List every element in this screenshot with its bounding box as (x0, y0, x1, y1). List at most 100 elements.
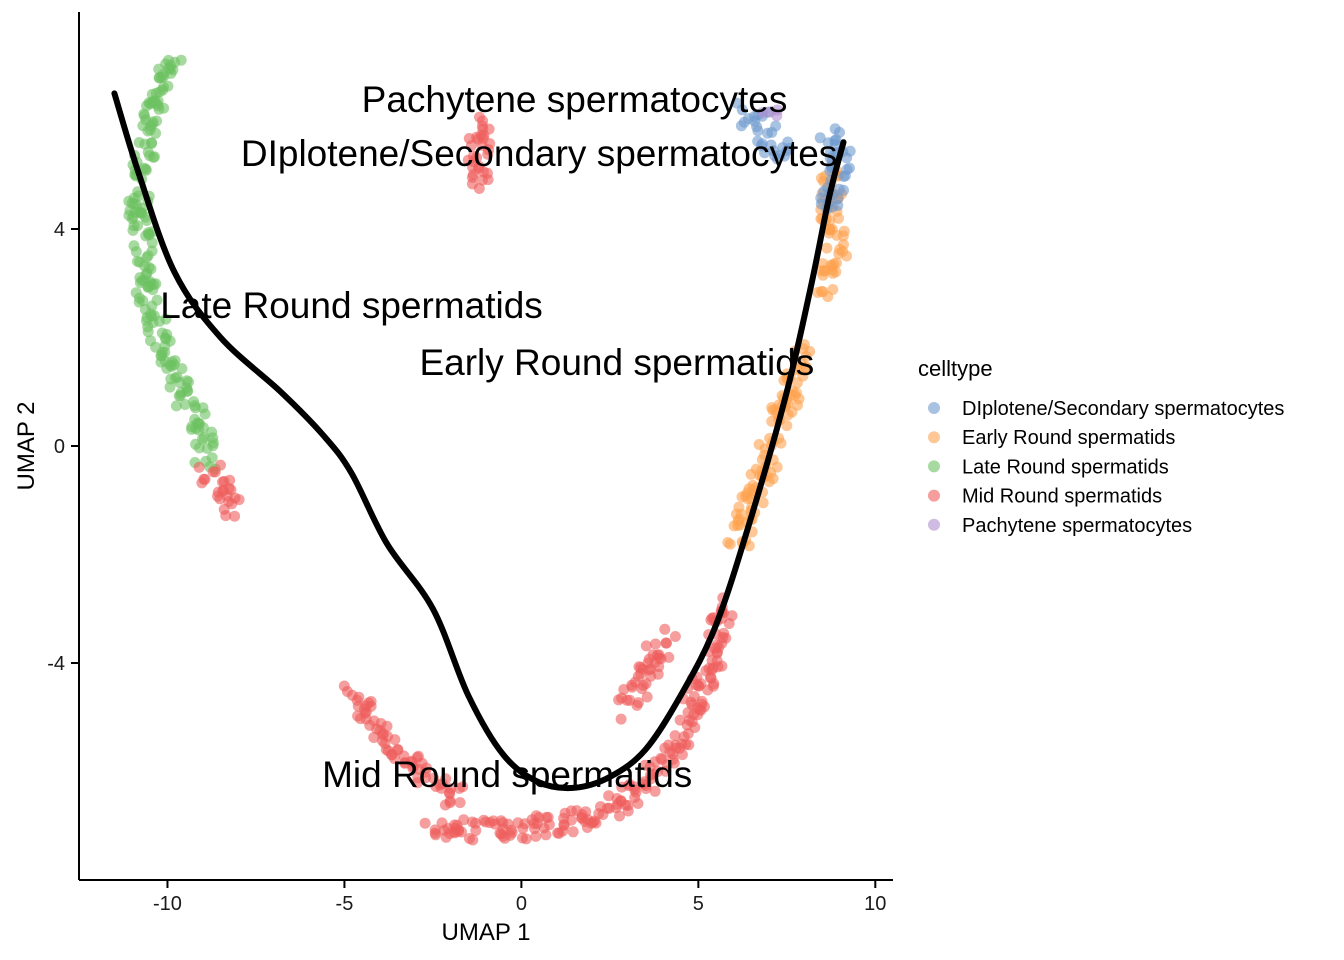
point-mid-round-spermatids (224, 474, 236, 486)
point-mid-round-spermatids (641, 691, 653, 703)
point-mid-round-spermatids (640, 783, 652, 794)
point-late-round-spermatids (168, 359, 180, 371)
point-mid-round-spermatids (649, 785, 661, 797)
point-early-round-spermatids (821, 242, 833, 254)
point-mid-round-spermatids (690, 679, 702, 691)
trajectory-curve (111, 90, 847, 792)
point-late-round-spermatids (138, 110, 150, 122)
point-late-round-spermatids (140, 230, 152, 242)
point-mid-round-spermatids (338, 680, 350, 692)
point-mid-round-spermatids (463, 833, 475, 844)
point-diplotene-secondary-spermatocytes (841, 164, 853, 175)
point-early-round-spermatids (841, 250, 853, 262)
point-diplotene-secondary-spermatocytes (751, 121, 763, 133)
point-mid-round-spermatids (351, 694, 363, 706)
legend-label-late-round-spermatids: Late Round spermatids (962, 456, 1169, 478)
point-mid-round-spermatids (531, 818, 543, 830)
point-mid-round-spermatids (474, 111, 485, 123)
point-late-round-spermatids (199, 408, 211, 420)
y-tick-label: 0 (54, 436, 65, 458)
point-diplotene-secondary-spermatocytes (762, 127, 774, 139)
point-mid-round-spermatids (558, 819, 570, 831)
legend: celltype DIplotene/Secondary spermatocyt… (918, 356, 1284, 537)
point-mid-round-spermatids (676, 749, 688, 761)
point-diplotene-secondary-spermatocytes (814, 132, 826, 144)
legend-key-mid-round-spermatids (928, 489, 940, 502)
point-mid-round-spermatids (705, 614, 717, 626)
point-mid-round-spermatids (457, 781, 469, 793)
cluster-label-diplotene-secondary-spermatocytes: DIplotene/Secondary spermatocytes (241, 133, 837, 174)
point-mid-round-spermatids (613, 694, 625, 706)
point-mid-round-spermatids (520, 833, 532, 845)
point-mid-round-spermatids (480, 816, 492, 828)
point-late-round-spermatids (183, 376, 194, 388)
point-late-round-spermatids (153, 72, 165, 84)
point-mid-round-spermatids (360, 713, 372, 725)
point-late-round-spermatids (144, 150, 156, 162)
point-late-round-spermatids (179, 399, 191, 410)
point-mid-round-spermatids (435, 782, 447, 794)
point-late-round-spermatids (190, 438, 202, 450)
point-mid-round-spermatids (229, 510, 241, 522)
point-early-round-spermatids (791, 377, 803, 389)
point-mid-round-spermatids (656, 753, 668, 765)
y-axis-title: UMAP 2 (13, 402, 40, 491)
x-tick-label: 10 (864, 893, 886, 915)
legend-label-early-round-spermatids: Early Round spermatids (962, 427, 1175, 449)
point-mid-round-spermatids (214, 493, 226, 505)
legend-label-mid-round-spermatids: Mid Round spermatids (962, 486, 1162, 508)
point-mid-round-spermatids (477, 166, 489, 178)
legend-label-pachytene-spermatocytes: Pachytene spermatocytes (962, 515, 1192, 537)
point-mid-round-spermatids (726, 610, 738, 622)
point-late-round-spermatids (132, 255, 143, 267)
point-mid-round-spermatids (645, 773, 657, 785)
legend-label-diplotene-secondary-spermatocytes: DIplotene/Secondary spermatocytes (962, 398, 1284, 420)
point-mid-round-spermatids (695, 704, 707, 716)
point-mid-round-spermatids (463, 133, 475, 144)
point-late-round-spermatids (146, 137, 157, 149)
point-mid-round-spermatids (640, 640, 652, 652)
point-diplotene-secondary-spermatocytes (748, 111, 760, 122)
point-late-round-spermatids (144, 124, 156, 136)
point-mid-round-spermatids (233, 494, 245, 506)
point-mid-round-spermatids (650, 638, 661, 650)
point-mid-round-spermatids (411, 777, 423, 789)
point-mid-round-spermatids (659, 623, 671, 635)
legend-key-late-round-spermatids (928, 460, 940, 473)
point-late-round-spermatids (141, 315, 152, 327)
point-late-round-spermatids (130, 246, 142, 258)
trajectory-curve-group (111, 90, 847, 792)
point-early-round-spermatids (838, 239, 849, 250)
legend-key-diplotene-secondary-spermatocytes (928, 402, 940, 414)
x-tick-label: -10 (153, 893, 182, 915)
point-early-round-spermatids (724, 538, 736, 550)
point-mid-round-spermatids (663, 651, 675, 663)
point-mid-round-spermatids (567, 826, 579, 838)
point-late-round-spermatids (207, 437, 219, 449)
x-tick-label: 5 (693, 893, 704, 915)
point-mid-round-spermatids (193, 461, 205, 473)
point-mid-round-spermatids (467, 161, 479, 173)
point-diplotene-secondary-spermatocytes (782, 136, 794, 148)
point-pachytene-spermatocytes (771, 104, 783, 116)
point-late-round-spermatids (165, 373, 177, 385)
point-late-round-spermatids (150, 278, 162, 290)
point-late-round-spermatids (153, 103, 165, 115)
point-early-round-spermatids (827, 284, 839, 295)
point-mid-round-spermatids (519, 818, 531, 830)
cluster-labels: Pachytene spermatocytes DIplotene/Seconda… (160, 79, 837, 795)
point-mid-round-spermatids (669, 730, 681, 742)
point-mid-round-spermatids (618, 684, 630, 695)
point-mid-round-spermatids (475, 129, 487, 141)
point-mid-round-spermatids (669, 631, 681, 642)
point-mid-round-spermatids (471, 152, 483, 164)
point-diplotene-secondary-spermatocytes (824, 146, 836, 158)
point-mid-round-spermatids (611, 793, 623, 804)
point-late-round-spermatids (160, 313, 172, 325)
point-late-round-spermatids (133, 137, 145, 148)
point-late-round-spermatids (141, 215, 153, 226)
point-mid-round-spermatids (420, 772, 431, 784)
point-late-round-spermatids (140, 164, 152, 176)
point-mid-round-spermatids (696, 695, 708, 707)
